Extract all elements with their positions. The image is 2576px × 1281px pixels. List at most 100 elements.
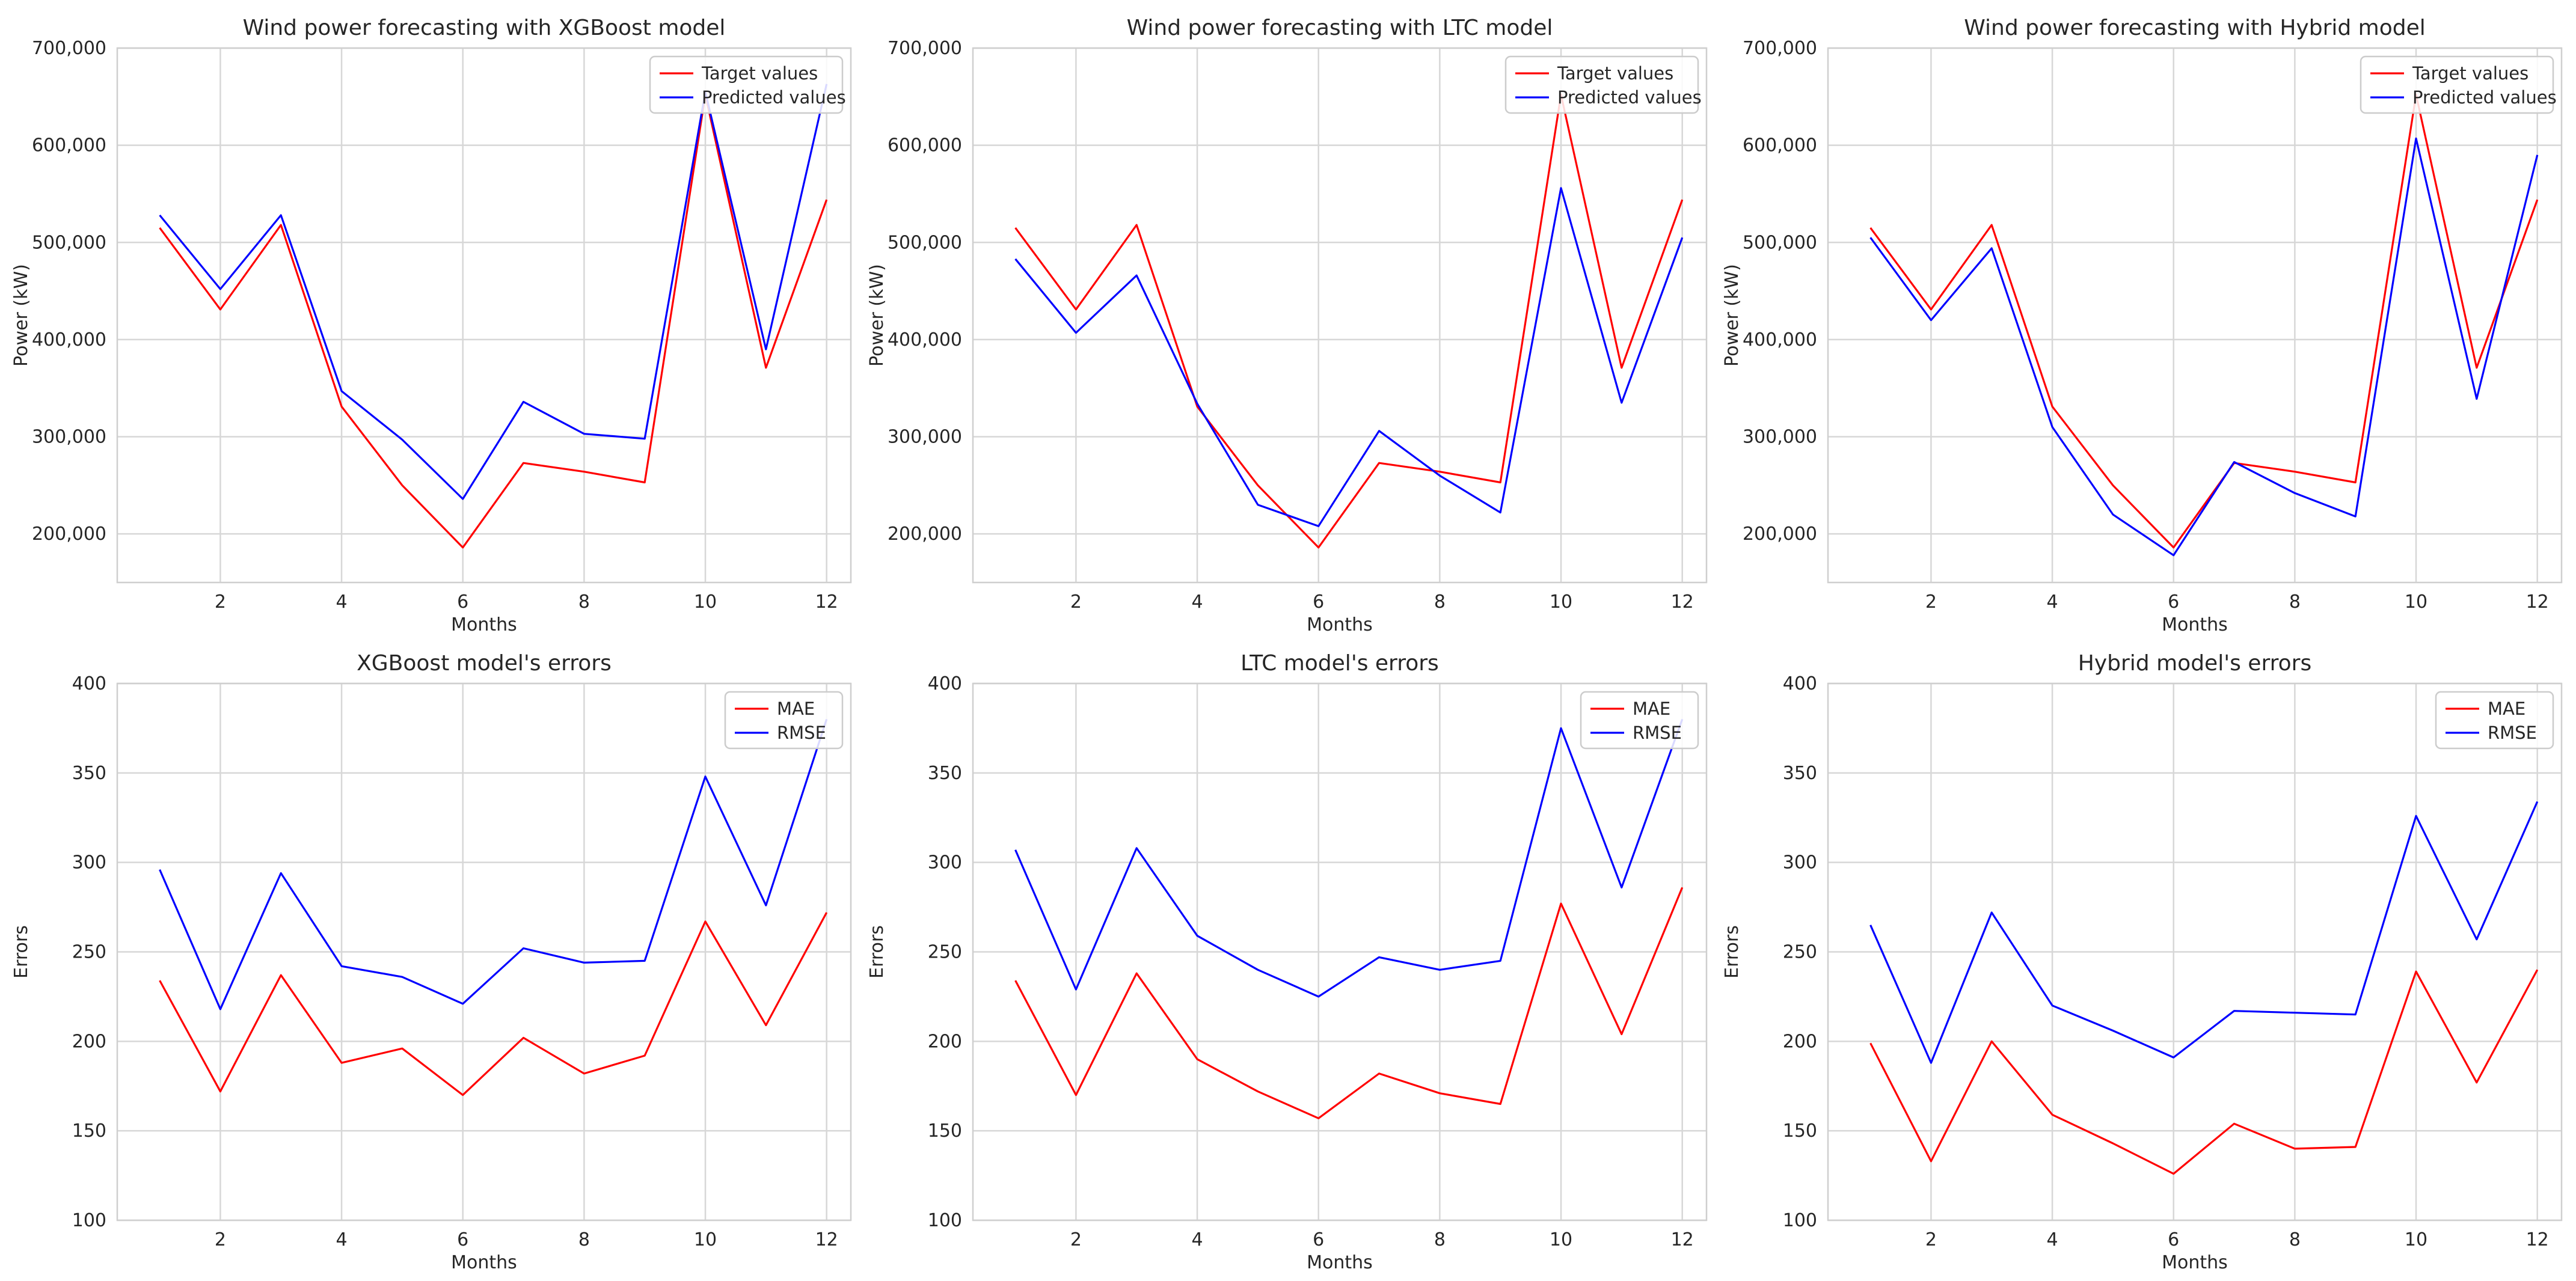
chart-3-legend: Target values Predicted values bbox=[2360, 55, 2557, 114]
chart-2-legend-label: Target values bbox=[1557, 63, 1673, 84]
chart-1-series-line-predicted-values bbox=[159, 84, 828, 500]
chart-1-plot-frame bbox=[116, 47, 852, 584]
chart-4-y-tick-label: 250 bbox=[72, 942, 106, 963]
chart-3-series-line-predicted-values bbox=[1869, 137, 2539, 557]
chart-6-x-tick-label: 4 bbox=[2047, 1229, 2058, 1250]
chart-2-x-tick-label: 12 bbox=[1671, 592, 1694, 613]
chart-3-x-tick-label: 10 bbox=[2405, 592, 2427, 613]
chart-3-x-axis-label: Months bbox=[2162, 614, 2228, 635]
chart-4-legend-label: MAE bbox=[777, 699, 815, 719]
chart-4-x-axis-label: Months bbox=[451, 1252, 517, 1273]
chart-5-y-tick-label: 300 bbox=[928, 852, 962, 873]
chart-6-y-tick-label: 350 bbox=[1783, 763, 1817, 784]
chart-6-y-tick-label: 200 bbox=[1783, 1031, 1817, 1052]
chart-2-series-line-target-values bbox=[1014, 94, 1684, 549]
chart-3-legend-box bbox=[2360, 55, 2554, 114]
chart-2-title: Wind power forecasting with LTC model bbox=[1127, 16, 1553, 40]
chart-4-y-tick-label: 100 bbox=[72, 1210, 106, 1231]
chart-3-legend-label: Target values bbox=[2412, 63, 2528, 84]
chart-6-y-tick-label: 100 bbox=[1783, 1210, 1817, 1231]
chart-2-y-tick-label: 200,000 bbox=[888, 524, 962, 545]
chart-4-plot-frame bbox=[116, 682, 852, 1221]
chart-1-x-tick-label: 4 bbox=[336, 592, 348, 613]
chart-3-y-tick-label: 400,000 bbox=[1743, 329, 1817, 350]
chart-1-x-tick-label: 2 bbox=[215, 592, 226, 613]
chart-6-legend: MAE RMSE bbox=[2435, 691, 2554, 750]
chart-4-x-tick-label: 8 bbox=[578, 1229, 590, 1250]
chart-3-y-tick-label: 600,000 bbox=[1743, 135, 1817, 156]
chart-1-legend-label: Target values bbox=[701, 63, 818, 84]
chart-5-series-line-rmse bbox=[1014, 718, 1684, 998]
chart-1-y-axis-label: Power (kW) bbox=[11, 264, 32, 367]
chart-1-legend-box bbox=[649, 55, 844, 114]
chart-1-y-tick-label: 700,000 bbox=[32, 38, 106, 59]
chart-5-y-tick-label: 400 bbox=[928, 673, 962, 694]
chart-3-series-line-target-values bbox=[1869, 94, 2539, 549]
chart-5-y-tick-label: 250 bbox=[928, 942, 962, 963]
chart-1-x-tick-label: 12 bbox=[815, 592, 838, 613]
chart-1-legend: Target values Predicted values bbox=[649, 55, 846, 114]
chart-1-x-axis-label: Months bbox=[451, 614, 517, 635]
chart-3-panel: 2 4 6 8 10 12 200,000 300,000 400,000 500,000 600,… bbox=[1722, 16, 2563, 635]
chart-1-y-tick-label: 400,000 bbox=[32, 329, 106, 350]
chart-2-panel: 2 4 6 8 10 12 200,000 300,000 400,000 500,000 600,… bbox=[866, 16, 1708, 635]
chart-1-x-tick-label: 10 bbox=[694, 592, 717, 613]
chart-3-x-tick-label: 4 bbox=[2047, 592, 2058, 613]
chart-6-x-tick-label: 6 bbox=[2168, 1229, 2179, 1250]
chart-2-y-axis-label: Power (kW) bbox=[866, 264, 888, 367]
chart-3-plot-frame bbox=[1827, 47, 2563, 584]
chart-2-x-tick-label: 4 bbox=[1192, 592, 1203, 613]
chart-4-title: XGBoost model's errors bbox=[357, 651, 612, 676]
chart-5-x-tick-label: 8 bbox=[1434, 1229, 1446, 1250]
chart-2-legend: Target values Predicted values bbox=[1504, 55, 1702, 114]
chart-4-x-tick-label: 4 bbox=[336, 1229, 348, 1250]
chart-3-y-tick-label: 500,000 bbox=[1743, 232, 1817, 253]
chart-4-y-tick-label: 350 bbox=[72, 763, 106, 784]
chart-2-x-axis-label: Months bbox=[1307, 614, 1373, 635]
chart-5-y-tick-label: 150 bbox=[928, 1120, 962, 1142]
chart-1-series-line-target-values bbox=[159, 94, 828, 549]
chart-4-y-tick-label: 150 bbox=[72, 1120, 106, 1142]
chart-6-y-tick-label: 150 bbox=[1783, 1120, 1817, 1142]
chart-3-y-tick-label: 200,000 bbox=[1743, 524, 1817, 545]
chart-2-plot-frame bbox=[972, 47, 1708, 584]
chart-6-series-line-rmse bbox=[1869, 801, 2539, 1064]
chart-5-series-line-mae bbox=[1014, 887, 1684, 1119]
chart-4-series-line-mae bbox=[159, 912, 828, 1096]
chart-5-legend-label: RMSE bbox=[1633, 723, 1682, 743]
chart-4-legend-label: RMSE bbox=[777, 723, 826, 743]
chart-1-x-tick-label: 6 bbox=[457, 592, 468, 613]
chart-5-x-axis-label: Months bbox=[1307, 1252, 1373, 1273]
chart-4-x-tick-label: 10 bbox=[694, 1229, 717, 1250]
chart-3-legend-label: Predicted values bbox=[2412, 87, 2557, 108]
chart-6-plot-frame bbox=[1827, 682, 2563, 1221]
chart-6-panel: 2 4 6 8 10 12 100 150 200 250 300 350 400 Hybrid mode… bbox=[1722, 651, 2563, 1273]
chart-1-y-tick-label: 600,000 bbox=[32, 135, 106, 156]
chart-6-title: Hybrid model's errors bbox=[2078, 651, 2311, 676]
chart-4-x-tick-label: 2 bbox=[215, 1229, 226, 1250]
chart-4-x-tick-label: 6 bbox=[457, 1229, 468, 1250]
chart-1-y-tick-label: 300,000 bbox=[32, 427, 106, 448]
chart-5-x-tick-label: 2 bbox=[1070, 1229, 1082, 1250]
chart-1-y-tick-label: 500,000 bbox=[32, 232, 106, 253]
chart-5-legend: MAE RMSE bbox=[1580, 691, 1699, 750]
chart-4-y-axis-label: Errors bbox=[11, 925, 32, 979]
chart-6-y-tick-label: 250 bbox=[1783, 942, 1817, 963]
chart-5-plot-frame bbox=[972, 682, 1708, 1221]
chart-5-legend-label: MAE bbox=[1633, 699, 1670, 719]
chart-1-y-tick-label: 200,000 bbox=[32, 524, 106, 545]
chart-5-y-tick-label: 350 bbox=[928, 763, 962, 784]
chart-2-x-tick-label: 10 bbox=[1550, 592, 1572, 613]
chart-6-y-axis-label: Errors bbox=[1722, 925, 1743, 979]
chart-5-y-tick-label: 100 bbox=[928, 1210, 962, 1231]
chart-4-x-tick-label: 12 bbox=[815, 1229, 838, 1250]
chart-3-x-tick-label: 8 bbox=[2289, 592, 2301, 613]
chart-5-panel: 2 4 6 8 10 12 100 150 200 250 300 350 400 LTC model's… bbox=[866, 651, 1708, 1273]
chart-2-x-tick-label: 6 bbox=[1313, 592, 1324, 613]
chart-2-y-tick-label: 400,000 bbox=[888, 329, 962, 350]
chart-6-y-tick-label: 300 bbox=[1783, 852, 1817, 873]
chart-3-x-tick-label: 6 bbox=[2168, 592, 2179, 613]
chart-4-series-line-rmse bbox=[159, 719, 828, 1010]
chart-3-y-tick-label: 700,000 bbox=[1743, 38, 1817, 59]
chart-5-y-tick-label: 200 bbox=[928, 1031, 962, 1052]
